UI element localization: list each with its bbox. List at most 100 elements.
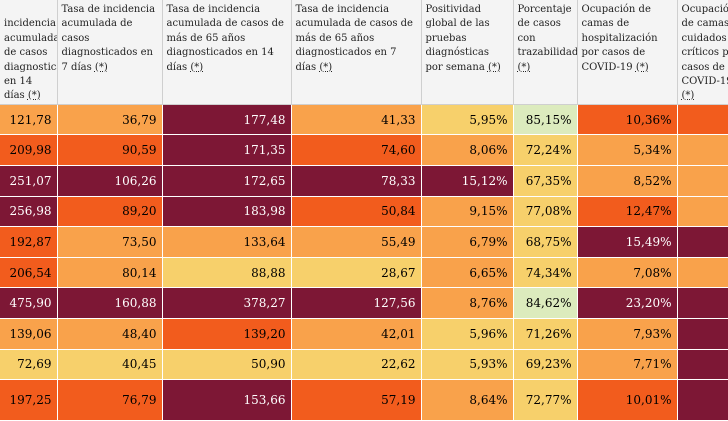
header-criticos: Ocupación de camas de cuidados críticos …	[677, 0, 728, 104]
indicator-cell	[677, 104, 728, 135]
indicator-cell: 4	[677, 196, 728, 227]
indicator-cell: 256,98	[0, 196, 57, 227]
indicator-cell: 80,14	[57, 257, 162, 288]
header-trazabilidad: Porcentaje de casos con trazabilidad (*)	[513, 0, 577, 104]
indicator-cell: 192,87	[0, 227, 57, 258]
indicator-cell: 76,79	[57, 380, 162, 421]
indicator-cell: 5,93%	[421, 349, 513, 380]
indicator-cell: 48,40	[57, 319, 162, 350]
indicator-cell: 7,93%	[577, 319, 677, 350]
indicator-cell	[677, 135, 728, 166]
indicator-cell: 67,35%	[513, 166, 577, 197]
header-ia14: de incidencia acumulada de casos diagnos…	[0, 0, 57, 104]
indicator-cell: 69,23%	[513, 349, 577, 380]
indicator-cell: 8,64%	[421, 380, 513, 421]
indicator-cell: 55,49	[291, 227, 421, 258]
header-label: Tasa de incidencia acumulada de casos di…	[62, 4, 156, 73]
indicator-cell: 73,50	[57, 227, 162, 258]
header-hospitalizacion: Ocupación de camas de hospitalización po…	[577, 0, 677, 104]
indicator-cell: 5,95%	[421, 104, 513, 135]
indicator-cell: 50,84	[291, 196, 421, 227]
indicator-cell: 12,47%	[577, 196, 677, 227]
indicator-cell: 139,06	[0, 319, 57, 350]
indicator-cell: 90,59	[57, 135, 162, 166]
indicator-cell: 209,98	[0, 135, 57, 166]
indicator-cell: 78,33	[291, 166, 421, 197]
indicator-cell: 72,24%	[513, 135, 577, 166]
footnote-marker[interactable]: (*)	[636, 62, 649, 73]
indicator-cell: 3	[677, 166, 728, 197]
indicator-cell: 7,71%	[577, 349, 677, 380]
indicator-cell: 160,88	[57, 288, 162, 319]
indicator-cell: 89,20	[57, 196, 162, 227]
indicator-cell: 84,62%	[513, 288, 577, 319]
indicator-cell: 57,19	[291, 380, 421, 421]
header-label: Tasa de incidencia acumulada de casos de…	[167, 4, 284, 73]
header-label: Porcentaje de casos con trazabilidad	[518, 4, 578, 58]
indicator-cell: 10,36%	[577, 104, 677, 135]
indicator-cell: 9,15%	[421, 196, 513, 227]
indicator-cell	[677, 257, 728, 288]
indicator-cell: 5,96%	[421, 319, 513, 350]
indicator-cell: 139,20	[162, 319, 291, 350]
footnote-marker[interactable]: (*)	[682, 90, 695, 101]
header-label: de incidencia acumulada de casos diagnos…	[0, 4, 57, 101]
indicator-cell: 153,66	[162, 380, 291, 421]
indicator-cell: 121,78	[0, 104, 57, 135]
footnote-marker[interactable]: (*)	[28, 90, 41, 101]
header-label: Positividad global de las pruebas diagnó…	[426, 4, 490, 73]
footnote-marker[interactable]: (*)	[190, 62, 203, 73]
indicator-cell: 133,64	[162, 227, 291, 258]
footnote-marker[interactable]: (*)	[518, 62, 531, 73]
indicator-cell: 378,27	[162, 288, 291, 319]
indicator-cell: 172,65	[162, 166, 291, 197]
indicator-cell: 5,34%	[577, 135, 677, 166]
indicator-cell	[677, 380, 728, 421]
indicator-cell: 72,69	[0, 349, 57, 380]
indicator-cell: 41,33	[291, 104, 421, 135]
indicator-cell: 22,62	[291, 349, 421, 380]
indicator-cell: 36,79	[57, 104, 162, 135]
indicator-cell: 171,35	[162, 135, 291, 166]
header-label: Tasa de incidencia acumulada de casos de…	[296, 4, 413, 73]
header-ia65-14: Tasa de incidencia acumulada de casos de…	[162, 0, 291, 104]
indicator-cell: 127,56	[291, 288, 421, 319]
indicator-cell: 475,90	[0, 288, 57, 319]
header-ia7: Tasa de incidencia acumulada de casos di…	[57, 0, 162, 104]
table-header-row: de incidencia acumulada de casos diagnos…	[0, 0, 728, 104]
indicator-cell: 8,76%	[421, 288, 513, 319]
indicator-cell: 50,90	[162, 349, 291, 380]
indicator-cell	[677, 227, 728, 258]
indicator-cell: 206,54	[0, 257, 57, 288]
footnote-marker[interactable]: (*)	[95, 62, 108, 73]
indicator-cell: 23,20%	[577, 288, 677, 319]
indicator-cell: 85,15%	[513, 104, 577, 135]
header-ia65-7: Tasa de incidencia acumulada de casos de…	[291, 0, 421, 104]
indicator-cell: 15,49%	[577, 227, 677, 258]
indicator-cell: 72,77%	[513, 380, 577, 421]
indicator-cell: 183,98	[162, 196, 291, 227]
indicator-cell: 88,88	[162, 257, 291, 288]
header-positividad: Positividad global de las pruebas diagnó…	[421, 0, 513, 104]
indicator-cell: 251,07	[0, 166, 57, 197]
indicator-cell: 10,01%	[577, 380, 677, 421]
footnote-marker[interactable]: (*)	[319, 62, 332, 73]
indicator-cell	[677, 319, 728, 350]
indicator-cell: 177,48	[162, 104, 291, 135]
indicator-cell: 197,25	[0, 380, 57, 421]
footnote-marker[interactable]: (*)	[488, 62, 501, 73]
indicator-cell: 6,79%	[421, 227, 513, 258]
indicator-cell: 40,45	[57, 349, 162, 380]
indicator-cell: 71,26%	[513, 319, 577, 350]
indicator-cell: 7,08%	[577, 257, 677, 288]
